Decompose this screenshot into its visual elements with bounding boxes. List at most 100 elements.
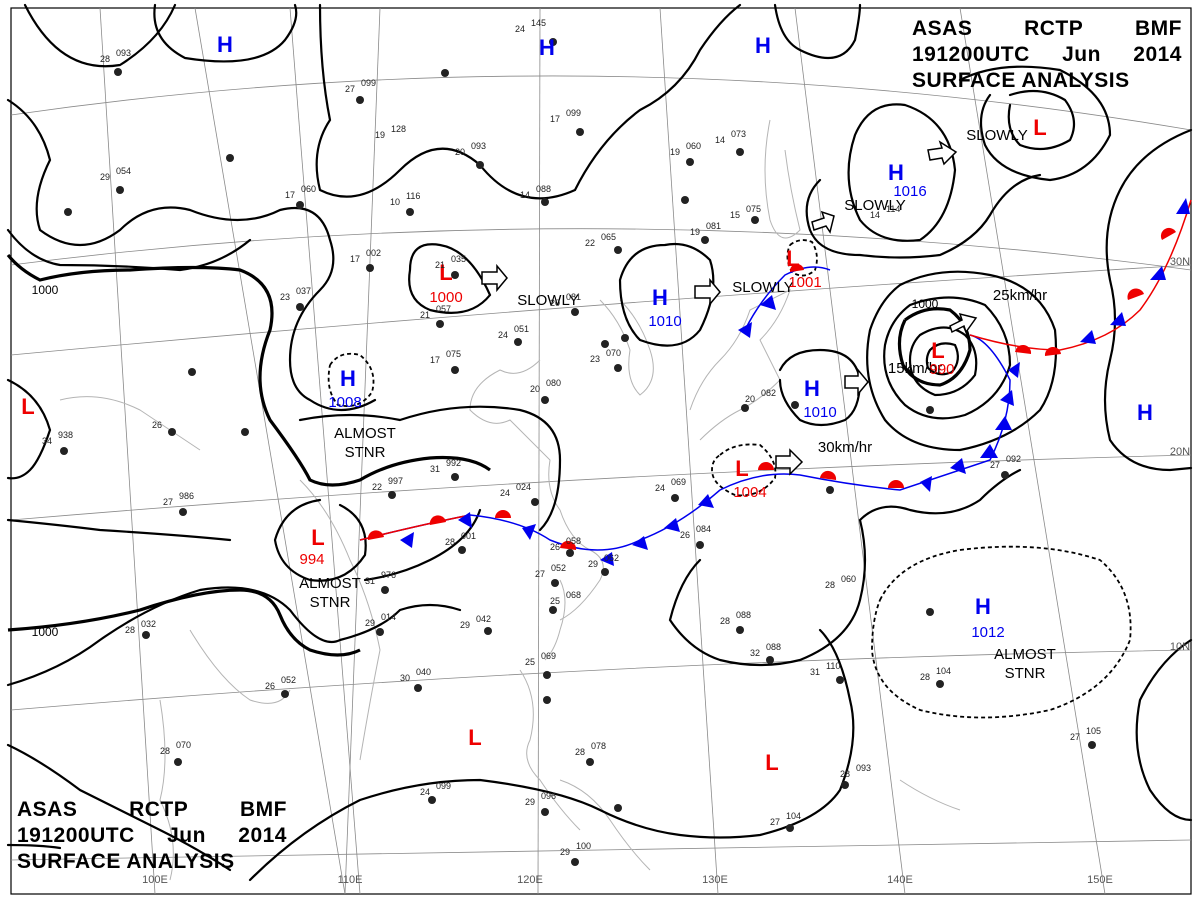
station-temperature: 17 xyxy=(430,355,440,365)
station-pressure: 938 xyxy=(58,430,73,440)
center-motion: 15km/hr xyxy=(888,360,942,377)
station-pressure: 035 xyxy=(451,254,466,264)
meridian-100e xyxy=(99,7,156,895)
center-pressure: 1004 xyxy=(733,484,766,501)
center-motion: SLOWLY xyxy=(0,0,31,4)
low-center: L xyxy=(1033,115,1046,140)
high-center: H xyxy=(539,35,555,60)
center-motion: 30km/hr xyxy=(818,439,872,456)
station-temperature: 27 xyxy=(1070,732,1080,742)
cold-front xyxy=(359,334,1011,551)
high-center: H xyxy=(975,594,991,619)
station-pressure: 070 xyxy=(606,348,621,358)
header-bottom: ASAS RCTP BMF 191200UTC Jun 2014 SURFACE ANA… xyxy=(17,797,287,875)
station-pressure: 002 xyxy=(366,248,381,258)
station-pressure: 084 xyxy=(696,524,711,534)
station-temperature: 24 xyxy=(420,787,430,797)
station-temperature: 29 xyxy=(460,620,470,630)
latitude-label: 10N xyxy=(1170,641,1190,653)
station-temperature: 28 xyxy=(160,746,170,756)
station-temperature: 20 xyxy=(550,298,560,308)
low-center: L xyxy=(735,456,748,481)
station-pressure: 088 xyxy=(736,610,751,620)
parallel-50n xyxy=(10,75,1192,131)
station-temperature: 27 xyxy=(535,569,545,579)
station-pressure: 060 xyxy=(686,141,701,151)
arrow-l1004 xyxy=(775,448,804,476)
station-temperature: 28 xyxy=(720,616,730,626)
station-pressure: 052 xyxy=(551,563,566,573)
meridian-140e xyxy=(794,7,906,895)
station-pressure: 976 xyxy=(381,570,396,580)
station-pressure: 088 xyxy=(536,184,551,194)
station-temperature: 28 xyxy=(840,769,850,779)
longitude-label: 130E xyxy=(702,874,728,886)
station-pressure: 037 xyxy=(296,286,311,296)
front-symbols xyxy=(367,198,1190,566)
station-temperature: 27 xyxy=(990,460,1000,470)
station-temperature: 28 xyxy=(920,672,930,682)
meridian-130e xyxy=(659,7,719,895)
station-temperature: 17 xyxy=(350,254,360,264)
station-temperature: 24 xyxy=(498,330,508,340)
meridian-150e xyxy=(959,7,1106,895)
station-pressure: 114 xyxy=(886,204,900,214)
arrow-l990 xyxy=(949,312,978,334)
station-temperature: 14 xyxy=(715,135,725,145)
station-temperature: 31 xyxy=(365,576,375,586)
longitude-label: 150E xyxy=(1087,874,1113,886)
header-bottom-time: 191200UTC xyxy=(17,824,135,847)
station-temperature: 17 xyxy=(285,190,295,200)
meridian-105e xyxy=(194,7,346,895)
longitude-label: 110E xyxy=(338,874,363,886)
coastlines xyxy=(59,119,961,881)
station-pressure: 099 xyxy=(566,108,581,118)
station-pressure: 093 xyxy=(471,141,486,151)
parallel-10n xyxy=(10,649,1192,711)
motion-arrows xyxy=(481,140,978,476)
station-pressure: 014 xyxy=(381,612,396,622)
header-top-office: BMF xyxy=(1135,17,1182,40)
graticule xyxy=(10,7,1192,895)
station-temperature: 17 xyxy=(550,114,560,124)
station-temperature: 25 xyxy=(550,596,560,606)
isobar-label: 1000 xyxy=(912,297,939,311)
header-top-center: RCTP xyxy=(1024,17,1084,40)
center-pressure: 1010 xyxy=(648,313,681,330)
arrow-h1016 xyxy=(927,140,958,166)
station-pressure: 054 xyxy=(116,166,131,176)
station-pressure: 070 xyxy=(176,740,191,750)
station-pressure: 060 xyxy=(841,574,856,584)
header-top: ASAS RCTP BMF 191200UTC Jun 2014 SURFACE ANA… xyxy=(912,16,1182,94)
center-motion: ALMOST xyxy=(334,425,396,442)
station-temperature: 19 xyxy=(670,147,680,157)
low-center: L xyxy=(765,750,778,775)
header-bottom-center: RCTP xyxy=(129,798,189,821)
station-pressure: 110 xyxy=(826,661,840,671)
station-temperature: 26 xyxy=(152,420,162,430)
station-temperature: 14 xyxy=(870,210,880,220)
station-temperature: 30 xyxy=(400,673,410,683)
station-pressure: 069 xyxy=(541,651,556,661)
high-center: H xyxy=(888,160,904,185)
station-pressure: 093 xyxy=(856,763,871,773)
station-temperature: 32 xyxy=(750,648,760,658)
station-pressure: 052 xyxy=(281,675,296,685)
low-center: L xyxy=(439,260,452,285)
station-pressure: 104 xyxy=(936,666,951,676)
station-temperature: 27 xyxy=(345,84,355,94)
longitude-label: 120E xyxy=(517,874,543,886)
station-pressure: 116 xyxy=(406,191,420,201)
arrow-h1010b xyxy=(844,367,869,397)
meridian-110e-b xyxy=(344,7,381,895)
header-bottom-agency: ASAS xyxy=(17,798,78,821)
fronts xyxy=(359,199,1192,551)
station-temperature: 10 xyxy=(390,197,400,207)
header-bottom-year: 2014 xyxy=(238,824,287,847)
station-temperature: 19 xyxy=(375,130,385,140)
station-temperature: 21 xyxy=(435,260,445,270)
high-center: H xyxy=(804,376,820,401)
center-pressure: 994 xyxy=(299,551,324,568)
station-pressure: 042 xyxy=(476,614,491,624)
header-top-time: 191200UTC xyxy=(912,43,1030,66)
